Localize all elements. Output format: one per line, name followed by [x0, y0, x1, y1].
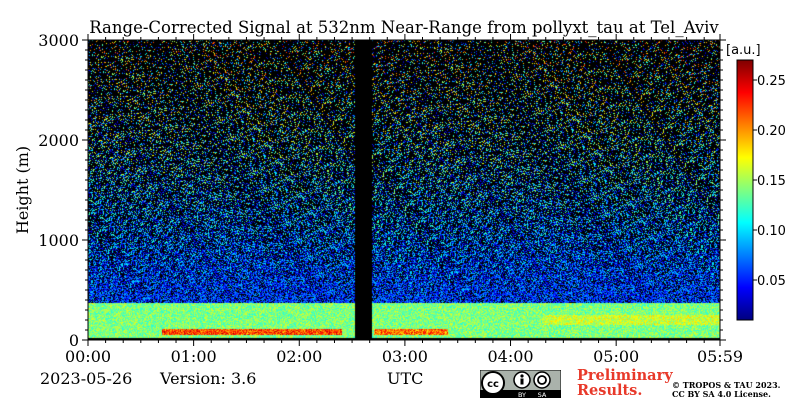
svg-text:SA: SA: [538, 391, 547, 398]
preliminary-line-1: Preliminary: [577, 367, 673, 384]
svg-text:BY: BY: [518, 391, 526, 398]
x-tick-label: 04:00: [487, 347, 533, 366]
copyright-line-2: CC BY SA 4.0 License.: [672, 389, 771, 399]
version-label: Version: 3.6: [160, 369, 257, 388]
heatmap-image: [88, 40, 720, 340]
x-tick-label: 05:59: [697, 347, 743, 366]
colorbar-label: [a.u.]: [726, 43, 761, 58]
x-tick-label: 03:00: [382, 347, 428, 366]
colorbar-tick-label: 0.05: [757, 274, 786, 289]
date-label: 2023-05-26: [40, 369, 133, 388]
colorbar-tick-label: 0.10: [757, 224, 786, 239]
y-tick-label: 1000: [38, 231, 79, 250]
axes: 0 1000 2000 3000 00:00 01:00 02:00 03:00 04:00 05…: [38, 31, 743, 366]
x-tick-label: 05:00: [593, 347, 639, 366]
colorbar-tick-label: 0.15: [757, 174, 786, 189]
x-tick-label: 02:00: [276, 347, 322, 366]
preliminary-note: Preliminary Results.: [577, 368, 673, 398]
colorbar: [a.u.] 0.05 0.10 0.15 0.20 0.25: [726, 43, 786, 321]
colorbar-tick-label: 0.20: [757, 124, 786, 139]
x-axis-label: UTC: [387, 369, 424, 388]
plot-area: [88, 40, 720, 340]
colorbar-gradient: [736, 59, 754, 321]
y-tick-label: 2000: [38, 131, 79, 150]
svg-text:cc: cc: [487, 379, 499, 390]
copyright-line-1: © TROPOS & TAU 2023.: [672, 380, 781, 390]
cc-by-sa-badge-icon: cc BY SA: [479, 369, 562, 399]
chart-title: Range-Corrected Signal at 532nm Near-Ran…: [89, 18, 719, 37]
x-tick-label: 00:00: [65, 347, 111, 366]
x-tick-label: 01:00: [171, 347, 217, 366]
preliminary-line-2: Results.: [577, 382, 643, 399]
y-tick-label: 0: [69, 331, 79, 350]
copyright-note: © TROPOS & TAU 2023. CC BY SA 4.0 Licens…: [672, 381, 780, 399]
colorbar-tick-label: 0.25: [757, 74, 786, 89]
y-tick-label: 3000: [38, 31, 79, 50]
y-axis-label: Height (m): [13, 146, 32, 234]
